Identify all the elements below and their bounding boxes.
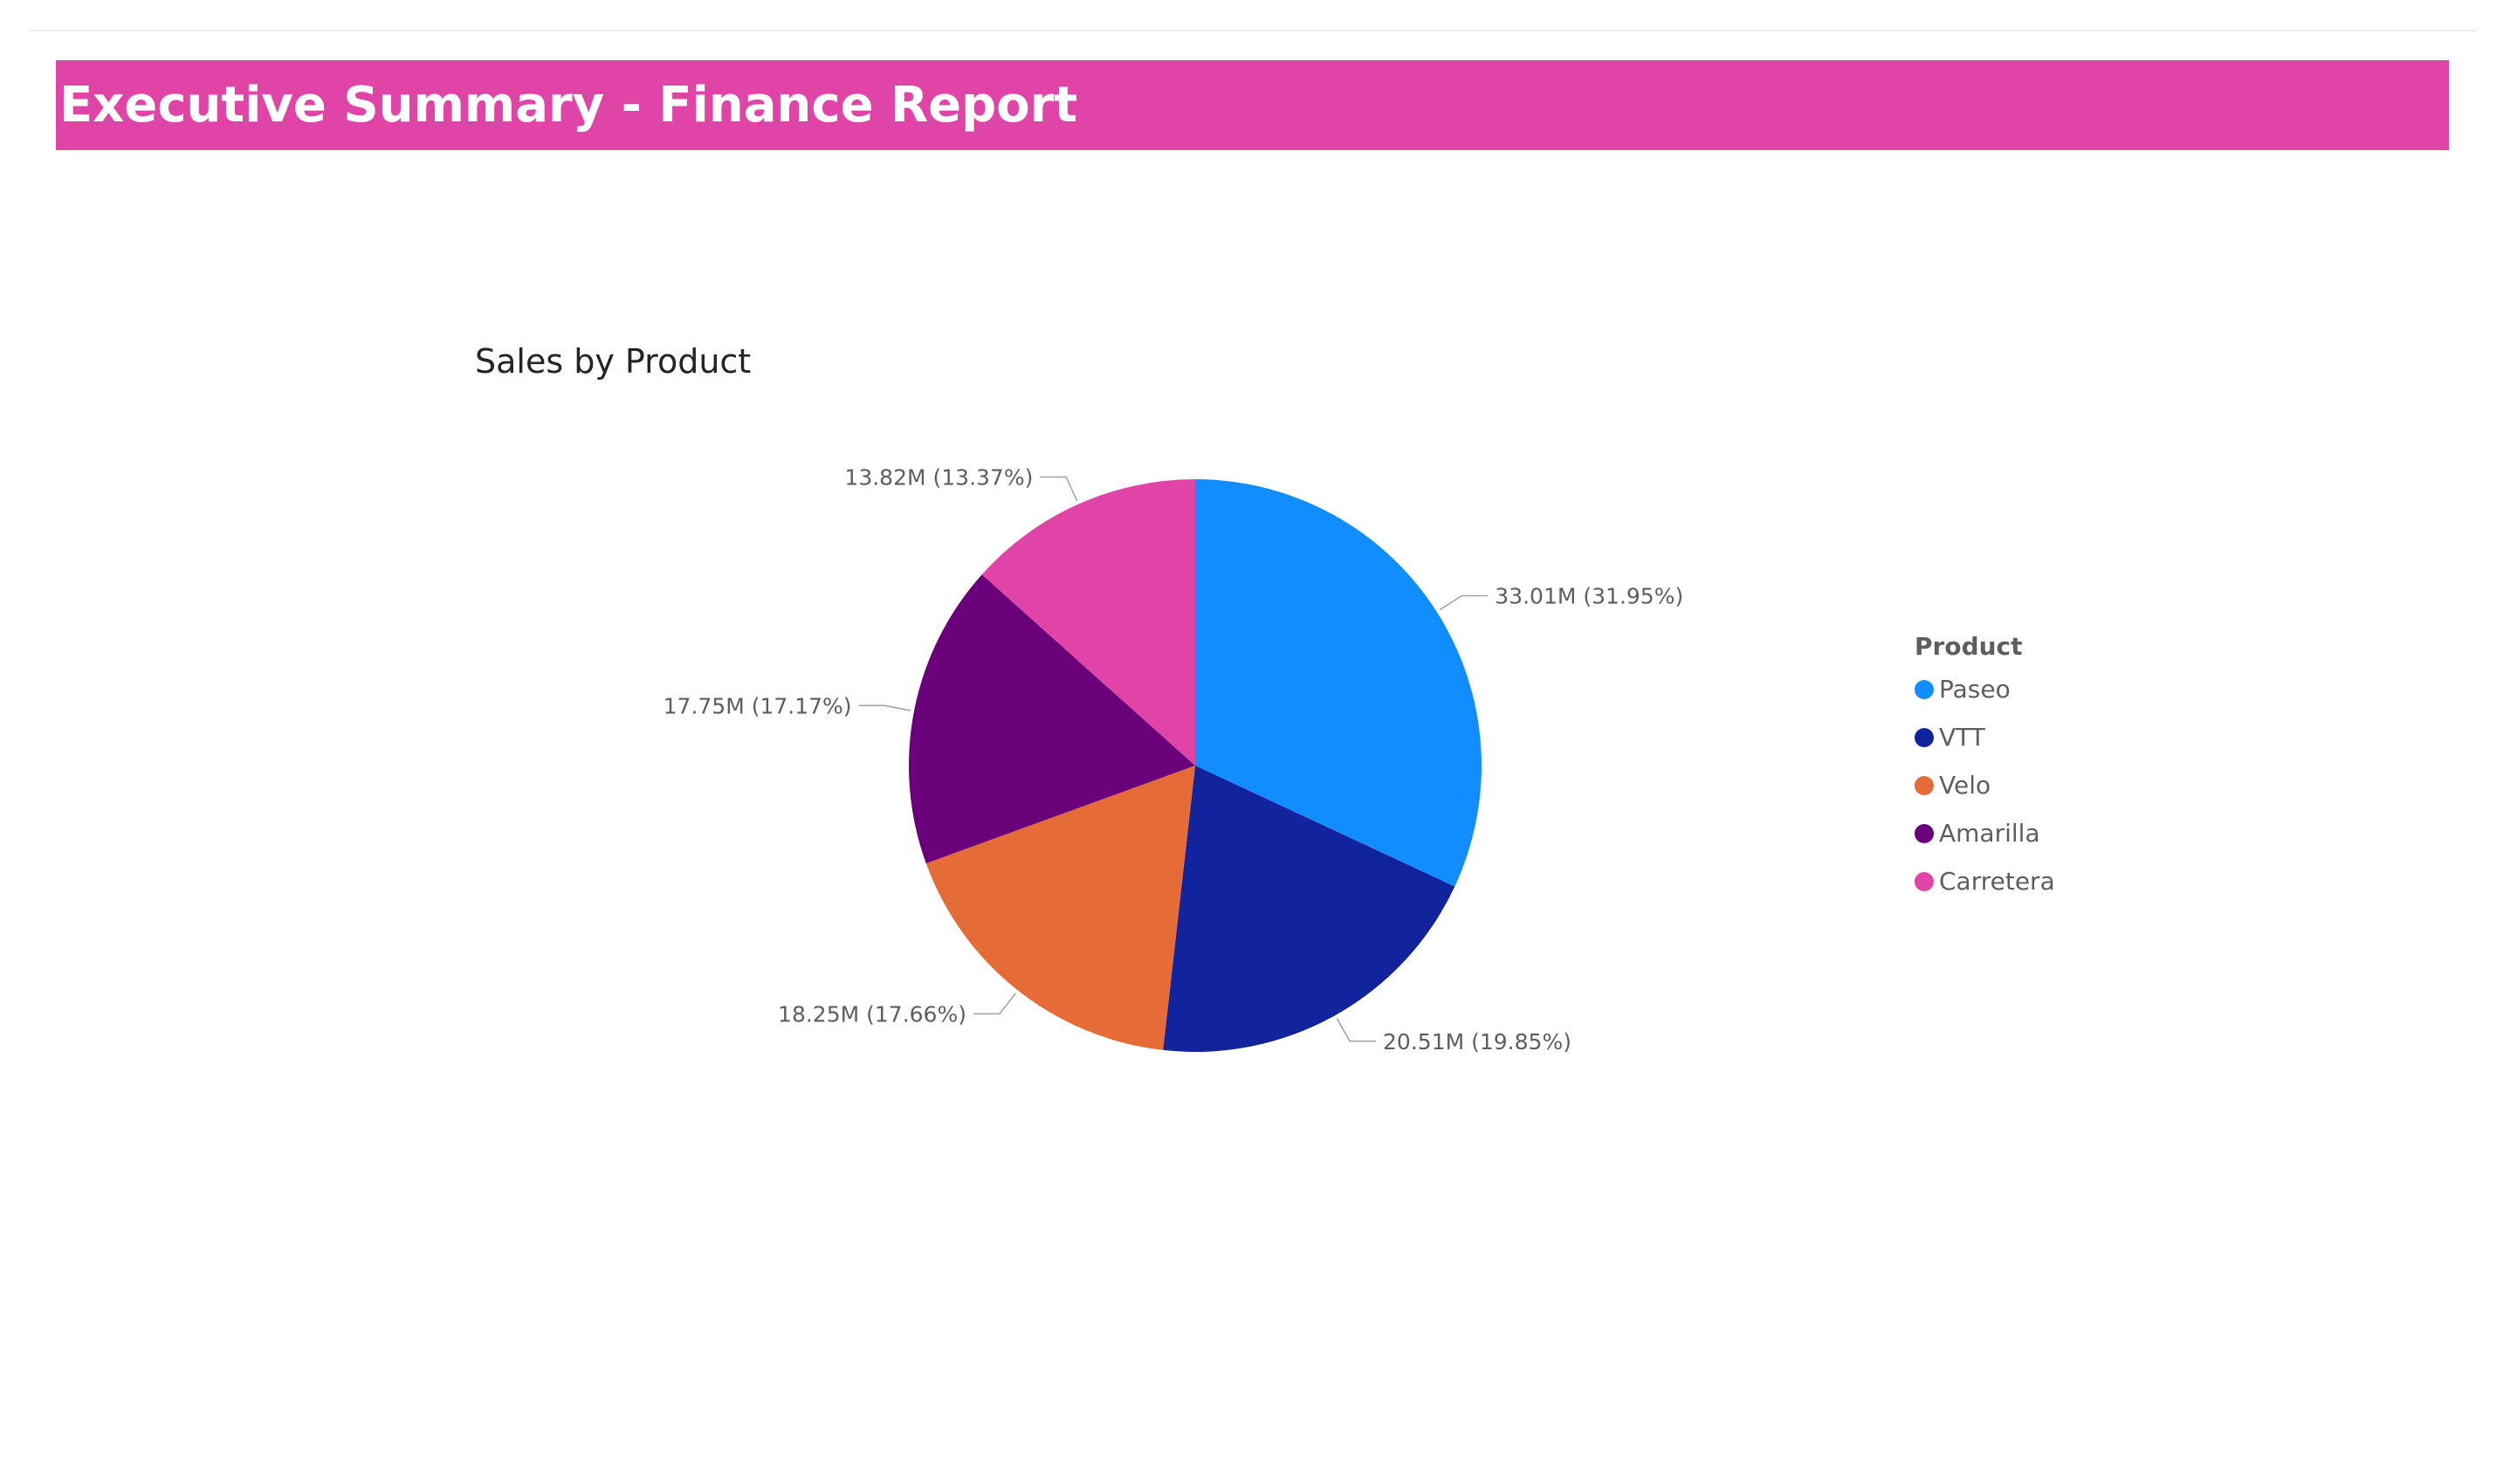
pie-chart-visual[interactable]: Sales by Product (454, 323, 2165, 1152)
leader-line-carretera (1040, 476, 1078, 502)
leader-line-paseo (1439, 594, 1489, 611)
report-title: Executive Summary - Finance Report (59, 77, 1078, 134)
legend-item-paseo[interactable]: Paseo (1915, 665, 2264, 713)
legend-marker-icon (1915, 775, 1934, 795)
pie-slice-paseo[interactable] (1195, 479, 1482, 887)
legend-label: Paseo (1939, 675, 2011, 704)
legend-marker-icon (1915, 727, 1934, 747)
data-label-amarilla: 17.75M (17.17%) (664, 693, 852, 718)
data-label-velo: 18.25M (17.66%) (778, 1001, 966, 1027)
legend-item-carretera[interactable]: Carretera (1915, 857, 2264, 905)
leader-line-vtt (1336, 1018, 1377, 1042)
legend-label: Amarilla (1939, 819, 2040, 848)
chart-legend: Product Paseo VTT Velo Amarilla Carretera (1915, 629, 2264, 905)
legend-item-velo[interactable]: Velo (1915, 761, 2264, 809)
legend-item-amarilla[interactable]: Amarilla (1915, 809, 2264, 857)
legend-label: Carretera (1939, 867, 2055, 896)
legend-marker-icon (1915, 679, 1934, 699)
legend-title: Product (1915, 632, 2023, 661)
data-label-paseo: 33.01M (31.95%) (1495, 583, 1683, 608)
pie-slice-vtt[interactable] (1163, 766, 1455, 1052)
report-header-banner: Executive Summary - Finance Report (56, 60, 2449, 150)
pie-slice-velo[interactable] (925, 766, 1195, 1050)
leader-line-amarilla (858, 704, 911, 711)
legend-label: Velo (1939, 771, 1991, 800)
legend-marker-icon (1915, 823, 1934, 843)
legend-marker-icon (1915, 871, 1934, 891)
chart-title: Sales by Product (475, 342, 752, 381)
data-label-carretera: 13.82M (13.37%) (844, 464, 1033, 490)
legend-item-vtt[interactable]: VTT (1915, 713, 2264, 761)
data-label-vtt: 20.51M (19.85%) (1383, 1029, 1571, 1055)
pie-slice-amarilla[interactable] (908, 574, 1195, 864)
pie-slice-carretera[interactable] (981, 479, 1195, 766)
page-top-divider (29, 30, 2476, 31)
legend-label: VTT (1939, 723, 1985, 752)
leader-line-velo (973, 993, 1017, 1015)
